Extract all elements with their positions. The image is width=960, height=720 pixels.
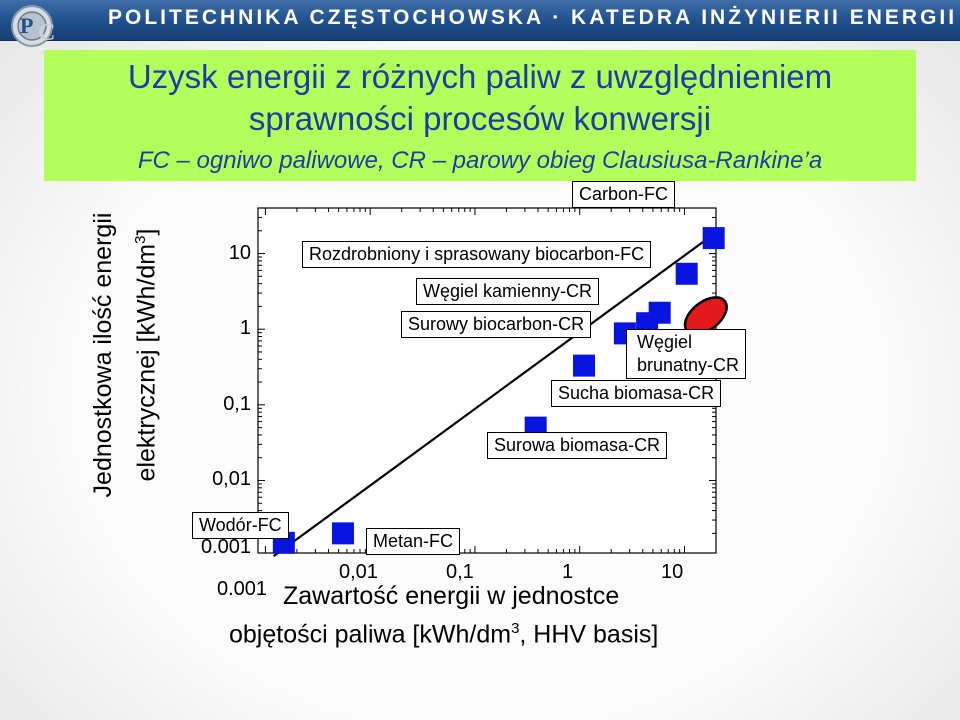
y-tick-label: 10 xyxy=(228,241,251,264)
institution-name: POLITECHNIKA CZĘSTOCHOWSKA · KATEDRA INŻ… xyxy=(108,6,958,29)
y-tick-label: 0,1 xyxy=(223,392,251,415)
x-axis-label-line1: Zawartość energii w jednostce xyxy=(283,582,620,610)
x-tick-label: 10 xyxy=(661,561,684,583)
svg-text:C: C xyxy=(38,20,55,46)
annotation-sucha-biomasa: Sucha biomasa-CR xyxy=(551,380,722,407)
trend-line xyxy=(273,231,717,558)
x-tick-label: 0,01 xyxy=(339,561,378,583)
annotation-wegiel-brunatny: Węgiel brunatny-CR xyxy=(626,329,747,379)
y-tick-label: 1 xyxy=(239,317,251,340)
annotation-carbon-fc: Carbon-FC xyxy=(572,181,676,208)
slide-title-line2: sprawności procesów konwersji xyxy=(248,100,712,137)
university-logo-icon: P C xyxy=(11,5,55,47)
slide-subtitle: FC – ogniwo paliwowe, CR – parowy obieg … xyxy=(137,147,823,174)
annotation-surowa-biomasa: Surowa biomasa-CR xyxy=(487,432,668,459)
annotation-rozdrobniony-biocarbon: Rozdrobniony i sprasowany biocarbon-FC xyxy=(302,241,652,268)
annotation-metan-fc: Metan-FC xyxy=(366,528,461,555)
x-tick-label: 0.001 xyxy=(217,578,268,600)
title-box: Uzysk energii z różnych paliw z uwzględn… xyxy=(44,50,916,181)
annotation-wegiel-brunatny-line1: Węgiel xyxy=(637,332,693,352)
slide-title-line1: Uzysk energii z różnych paliw z uwzględn… xyxy=(127,58,833,95)
y-tick-label: 0.001 xyxy=(200,536,251,558)
data-point-marker xyxy=(648,301,671,324)
x-tick-label: 0,1 xyxy=(446,561,474,583)
svg-text:P: P xyxy=(20,13,33,38)
data-point-marker xyxy=(675,262,698,285)
header-bar: P C POLITECHNIKA CZĘSTOCHOWSKA · KATEDRA… xyxy=(0,0,960,47)
data-point-marker xyxy=(331,522,354,545)
annotation-wegiel-brunatny-line2: brunatny-CR xyxy=(637,355,740,375)
annotation-surowy-biocarbon: Surowy biocarbon-CR xyxy=(401,311,592,338)
y-tick-label: 0,01 xyxy=(212,468,251,491)
x-tick-label: 1 xyxy=(562,561,574,583)
x-axis-label-line2: objętości paliwa [kWh/dm3, HHV basis] xyxy=(229,620,659,649)
annotation-wegiel-kamienny: Węgiel kamienny-CR xyxy=(416,278,600,305)
data-point-marker xyxy=(573,354,596,377)
data-point-marker xyxy=(702,227,725,250)
annotation-wodor-fc: Wodór-FC xyxy=(192,512,289,539)
